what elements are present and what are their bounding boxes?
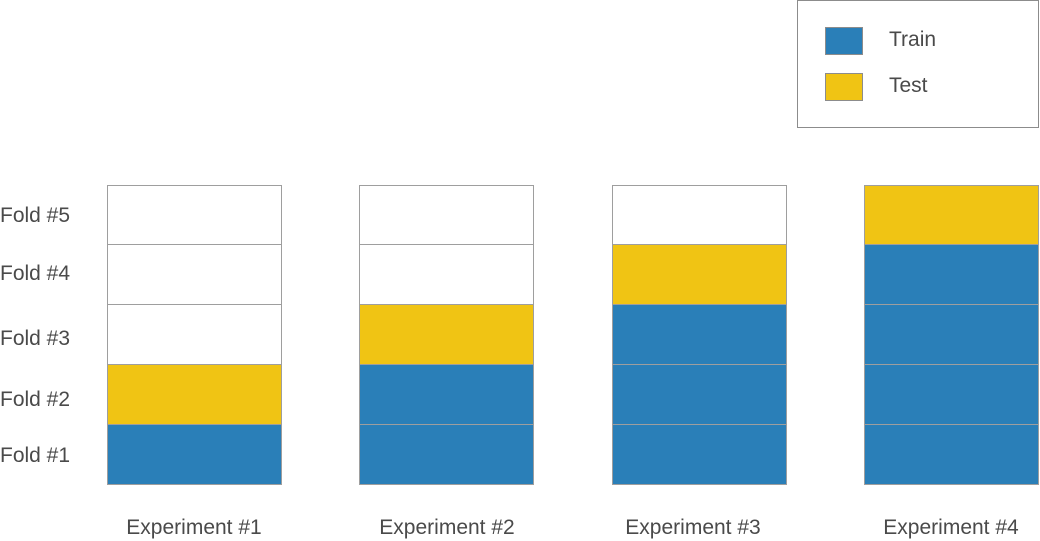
fold-cell-1 [360, 424, 533, 484]
fold-cell-1 [613, 424, 786, 484]
fold-cell-1 [865, 424, 1038, 484]
fold-label-1: Fold #1 [0, 444, 71, 467]
fold-cell-1 [108, 424, 281, 484]
fold-cell-4 [613, 244, 786, 304]
fold-cell-4 [360, 244, 533, 304]
fold-cell-2 [613, 364, 786, 424]
legend: Train Test [797, 0, 1039, 128]
fold-cell-5 [613, 186, 786, 244]
legend-label-train: Train [889, 28, 937, 51]
fold-cell-4 [865, 244, 1038, 304]
experiment-label-2: Experiment #2 [379, 516, 515, 539]
experiment-label-1: Experiment #1 [126, 516, 262, 539]
fold-label-4: Fold #4 [0, 262, 71, 285]
legend-swatch-train [825, 27, 863, 55]
legend-label-test: Test [889, 74, 928, 97]
legend-swatch-test [825, 73, 863, 101]
experiment-column-1 [107, 185, 282, 485]
fold-cell-2 [360, 364, 533, 424]
experiment-column-2 [359, 185, 534, 485]
fold-cell-5 [108, 186, 281, 244]
experiment-column-3 [612, 185, 787, 485]
fold-label-5: Fold #5 [0, 204, 71, 227]
fold-label-2: Fold #2 [0, 388, 71, 411]
fold-label-3: Fold #3 [0, 327, 71, 350]
fold-cell-3 [865, 304, 1038, 364]
fold-cell-2 [865, 364, 1038, 424]
experiment-label-3: Experiment #3 [625, 516, 761, 539]
fold-cell-5 [865, 186, 1038, 244]
fold-cell-5 [360, 186, 533, 244]
fold-cell-2 [108, 364, 281, 424]
fold-cell-3 [108, 304, 281, 364]
fold-cell-3 [613, 304, 786, 364]
fold-cell-3 [360, 304, 533, 364]
fold-cell-4 [108, 244, 281, 304]
experiment-label-4: Experiment #4 [883, 516, 1019, 539]
experiment-column-4 [864, 185, 1039, 485]
